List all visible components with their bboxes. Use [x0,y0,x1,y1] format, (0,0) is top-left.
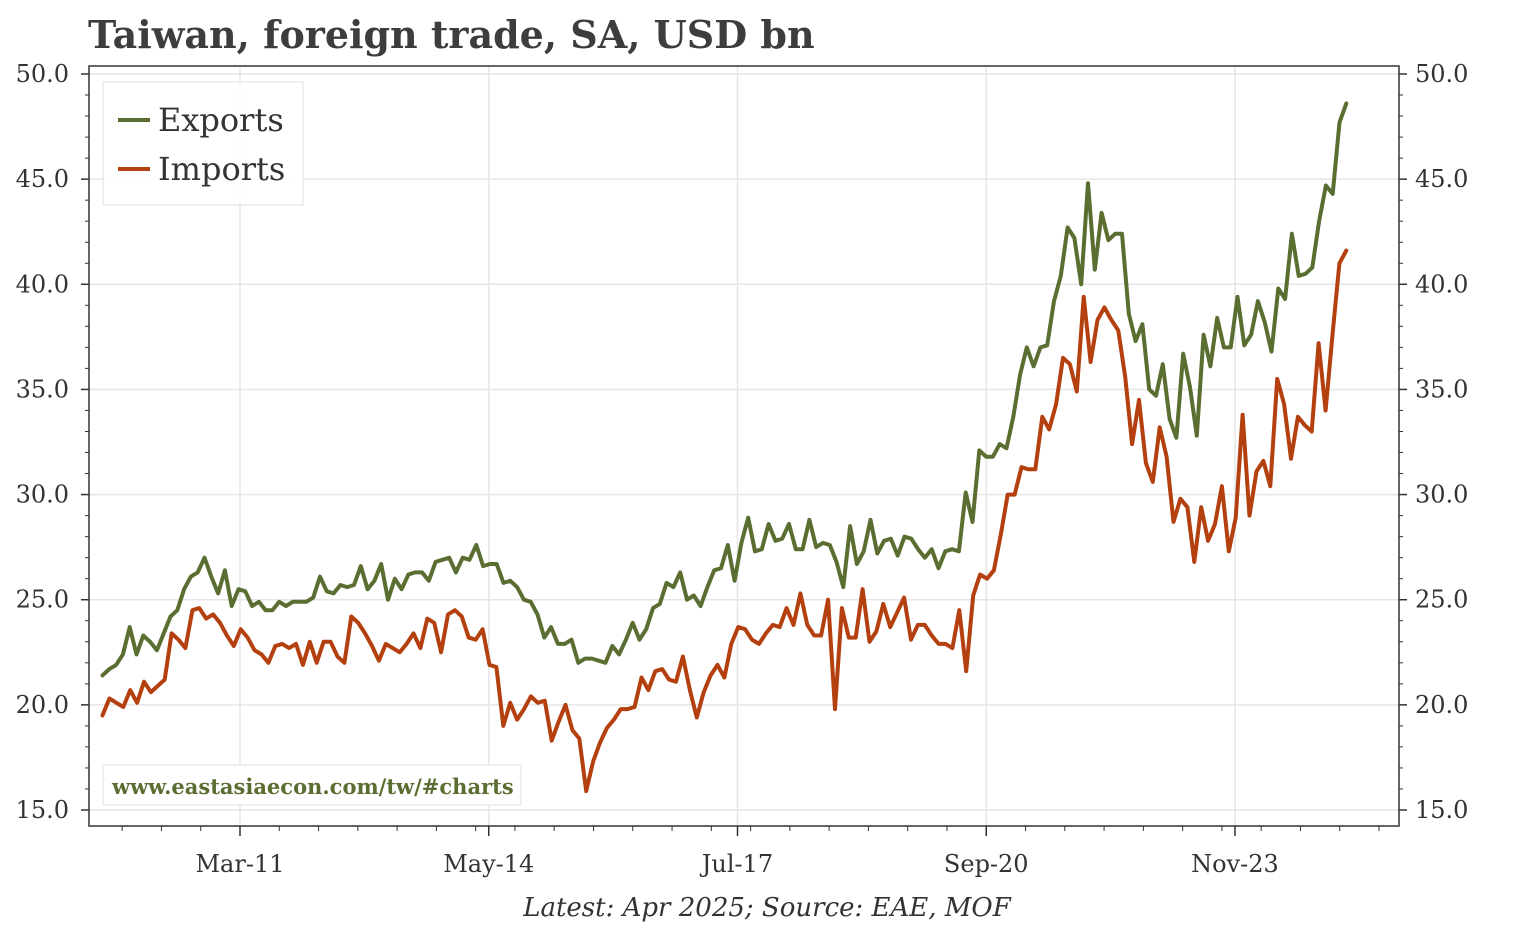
y-tick-label-right: 45.0 [1415,165,1468,193]
y-tick-label-right: 35.0 [1415,375,1468,403]
x-tick-label: Sep-20 [944,850,1029,878]
watermark-box [102,764,522,806]
x-tick-label: Jul-17 [699,850,773,878]
y-tick-label-right: 40.0 [1415,270,1468,298]
plot-frame [88,65,1400,827]
y-tick-label-right: 50.0 [1415,60,1468,88]
x-tick-label: Nov-23 [1191,850,1279,878]
watermark-text: www.eastasiaecon.com/tw/#charts [111,774,514,799]
y-tick-label-right: 30.0 [1415,481,1468,509]
x-tick-label: May-14 [443,850,534,878]
y-tick-label-left: 15.0 [16,796,69,824]
y-tick-label-right: 25.0 [1415,586,1468,614]
footer-note: Latest: Apr 2025; Source: EAE, MOF [523,893,1011,923]
series-line-imports [100,248,1349,794]
legend-label-imports: Imports [158,150,285,188]
ticks: 15.0 15.0 20.0 20.0 25.0 25.0 30.0 30.0 35.0 35.0… [16,60,1469,878]
y-tick-label-left: 50.0 [16,60,69,88]
y-tick-label-left: 25.0 [16,586,69,614]
y-tick-label-left: 20.0 [16,691,69,719]
legend-label-exports: Exports [158,101,284,139]
y-tick-label-left: 30.0 [16,481,69,509]
chart-title: Taiwan, foreign trade, SA, USD bn [88,12,815,57]
legend: Exports Imports [102,81,304,206]
x-tick-label: Mar-11 [195,850,284,878]
series-line-exports [100,101,1349,678]
y-tick-label-right: 15.0 [1415,796,1468,824]
y-tick-label-left: 35.0 [16,375,69,403]
y-tick-label-left: 40.0 [16,270,69,298]
legend-box [102,81,304,206]
watermark: www.eastasiaecon.com/tw/#charts [102,764,522,806]
series-layer [100,101,1349,794]
y-tick-label-right: 20.0 [1415,691,1468,719]
y-tick-label-left: 45.0 [16,165,69,193]
axes [88,65,1400,827]
